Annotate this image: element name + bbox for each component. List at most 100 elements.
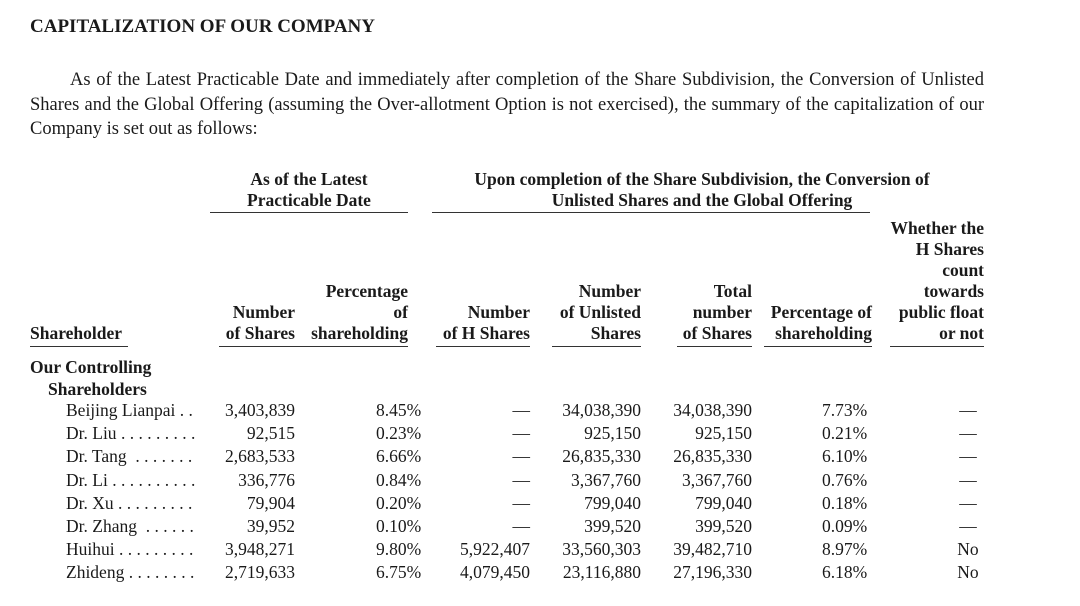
row-label: Dr. Liu . . . . . . . . . (66, 423, 195, 444)
col-header-total: Total number of Shares (652, 281, 752, 344)
row-label: Dr. Xu . . . . . . . . . (66, 493, 192, 514)
col-header-unlisted: Number of Unlisted Shares (540, 281, 641, 344)
header-line: Number (467, 302, 530, 322)
leader-dots: . . . . . . . . . (113, 492, 193, 513)
header-line: towards (923, 281, 984, 301)
col-header-pct: Percentage of shareholding (300, 281, 408, 344)
cell-h-shares: — (512, 469, 531, 490)
cell-pct: 6.66% (376, 446, 422, 467)
cell-public-float: No (957, 562, 979, 583)
cell-total: 3,367,760 (682, 469, 752, 490)
leader-dots: . . . . . . . . . . (107, 469, 196, 490)
cell-public-float: No (957, 539, 979, 560)
header-line: Percentage (325, 281, 408, 301)
cell-h-shares: — (512, 400, 531, 420)
page-title: CAPITALIZATION OF OUR COMPANY (30, 16, 375, 37)
cell-total: 34,038,390 (673, 400, 752, 420)
divider (552, 346, 641, 347)
row-name: Dr. Li (66, 469, 108, 490)
cell-unlisted: 26,835,330 (562, 446, 641, 467)
cell-unlisted: 33,560,303 (562, 539, 641, 560)
cell-unlisted: 799,040 (584, 492, 641, 513)
leader-dots: . . . . . . . . (124, 562, 195, 583)
leader-dots: . . (175, 400, 193, 420)
header-line: Number (578, 281, 641, 301)
row-name: Huihui (66, 539, 115, 560)
cell-public-float: — (959, 423, 977, 444)
col-header-float: Whether the H Shares count towards publi… (880, 218, 984, 344)
table-row: Dr. Li . . . . . . . . . . 336,776 0.84% — 3… (0, 470, 1080, 493)
header-line: count (942, 260, 984, 280)
col-header-shareholder: Shareholder (30, 323, 123, 343)
row-label: Huihui . . . . . . . . . (66, 539, 193, 560)
section-line: Our Controlling (30, 357, 152, 377)
cell-pct: 0.20% (376, 492, 422, 513)
row-label: Dr. Li . . . . . . . . . . (66, 470, 195, 491)
leader-dots: . . . . . . . . . (116, 423, 196, 444)
cell-total: 39,482,710 (673, 539, 752, 560)
cell-pct2: 0.76% (822, 469, 868, 490)
cell-h-shares: — (512, 516, 531, 536)
header-line: H Shares (915, 239, 984, 259)
cell-num-shares: 92,515 (246, 423, 295, 444)
header-line: or not (939, 323, 984, 343)
row-name: Beijing Lianpai (66, 400, 176, 420)
header-line: Shares (590, 323, 641, 343)
cell-public-float: — (959, 446, 977, 467)
cell-num-shares: 2,719,633 (225, 562, 295, 583)
table-row: Dr. Xu . . . . . . . . . 79,904 0.20% — 799,… (0, 493, 1080, 516)
cell-pct: 9.80% (376, 539, 422, 560)
table-row: Dr. Zhang . . . . . . 39,952 0.10% — 399,520… (0, 516, 1080, 539)
group-header-upon: Upon completion of the Share Subdivision… (432, 169, 972, 211)
cell-pct2: 7.73% (822, 400, 868, 420)
divider (764, 346, 872, 347)
cell-num-shares: 3,948,271 (225, 539, 295, 560)
cell-unlisted: 3,367,760 (571, 469, 641, 490)
cell-num-shares: 3,403,839 (225, 400, 295, 420)
row-label: Dr. Zhang . . . . . . (66, 516, 194, 537)
divider (436, 346, 530, 347)
cell-pct: 0.23% (376, 423, 422, 444)
leader-dots: . . . . . . . (126, 446, 193, 467)
cell-h-shares: 5,922,407 (460, 539, 530, 560)
cell-total: 925,150 (695, 423, 752, 444)
cell-num-shares: 336,776 (238, 469, 295, 490)
header-line: public float (898, 302, 984, 322)
col-header-pct2: Percentage of shareholding (760, 302, 872, 344)
divider (677, 346, 752, 347)
group-header-line: Unlisted Shares and the Global Offering (551, 190, 853, 210)
leader-dots: . . . . . . . . . (114, 539, 194, 560)
section-line: Shareholders (48, 379, 147, 399)
header-line: Percentage of (770, 302, 872, 322)
cell-unlisted: 925,150 (584, 423, 641, 444)
intro-paragraph: As of the Latest Practicable Date and im… (30, 70, 984, 139)
divider (890, 346, 984, 347)
table-row: Huihui . . . . . . . . . 3,948,271 9.80% 5,… (0, 539, 1080, 562)
cell-pct: 8.45% (376, 400, 422, 420)
table-row: Dr. Liu . . . . . . . . . 92,515 0.23% — 925… (0, 423, 1080, 446)
header-line: Total (713, 281, 752, 301)
cell-h-shares: — (512, 423, 531, 444)
header-line: shareholding (775, 323, 872, 343)
cell-pct2: 0.21% (822, 423, 868, 444)
cell-unlisted: 23,116,880 (562, 562, 641, 583)
row-name: Dr. Tang (66, 446, 127, 467)
cell-h-shares: — (512, 492, 531, 513)
row-label: Dr. Tang . . . . . . . (66, 446, 192, 467)
cell-num-shares: 79,904 (246, 492, 295, 513)
cell-total: 799,040 (695, 492, 752, 513)
cell-unlisted: 34,038,390 (562, 400, 641, 420)
group-header-line: As of the Latest (250, 169, 368, 189)
divider (432, 212, 870, 213)
header-line: shareholding (311, 323, 408, 343)
cell-pct: 0.84% (376, 469, 422, 490)
col-header-h-shares: Number of H Shares (432, 302, 530, 344)
cell-num-shares: 2,683,533 (225, 446, 295, 467)
cell-total: 399,520 (695, 516, 752, 536)
table-row: Dr. Tang . . . . . . . 2,683,533 6.66% — 26,… (0, 446, 1080, 469)
divider (30, 346, 128, 347)
group-header-line: Practicable Date (247, 190, 371, 210)
header-line: of Unlisted (559, 302, 641, 322)
row-label: Beijing Lianpai . . (66, 400, 193, 421)
table-row: Beijing Lianpai . . 3,403,839 8.45% — 34,038… (0, 400, 1080, 423)
